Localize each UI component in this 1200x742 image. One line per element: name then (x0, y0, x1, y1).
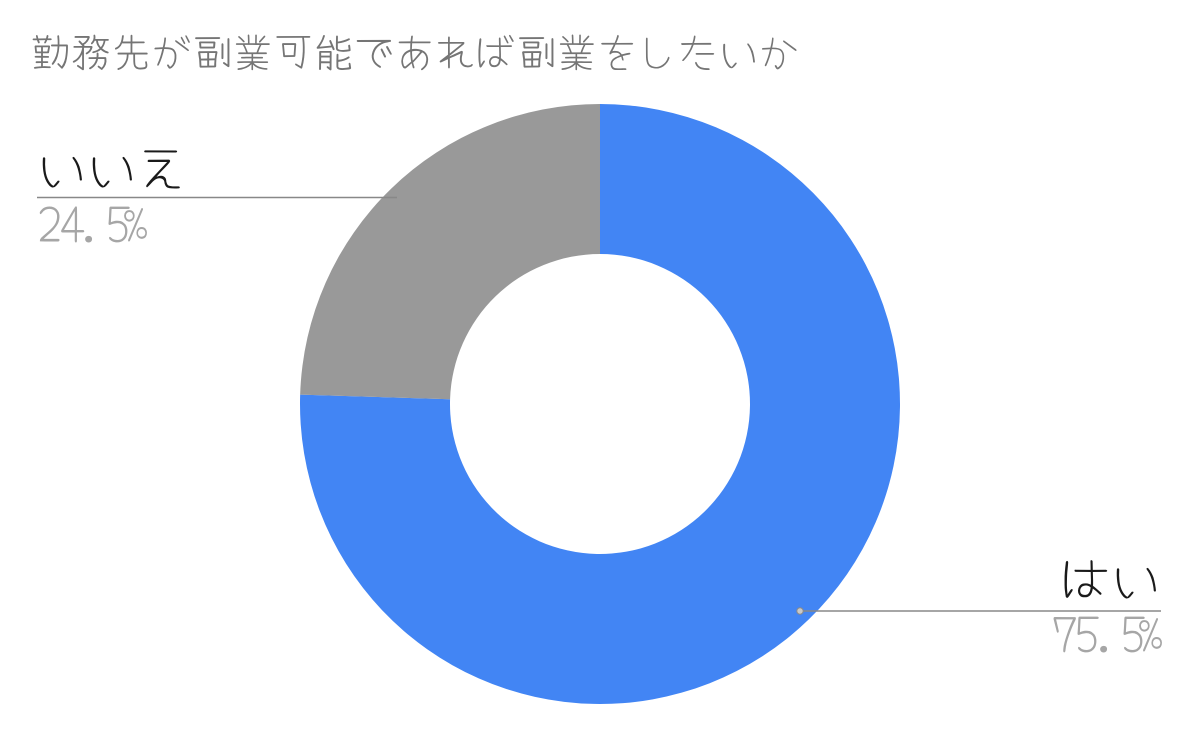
svg-text:24.5%: 24.5% (37, 186, 147, 258)
svg-text:75.5%: 75.5% (1052, 596, 1162, 668)
